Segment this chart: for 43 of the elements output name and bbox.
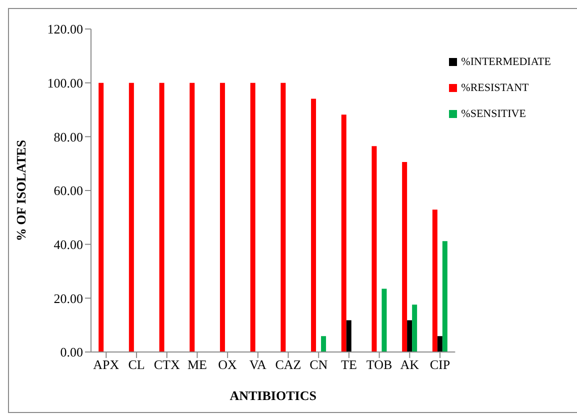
y-tick-label: 100.00 bbox=[47, 75, 83, 90]
bar bbox=[220, 82, 225, 352]
bar bbox=[321, 336, 326, 352]
x-tick-label: CN bbox=[310, 357, 328, 372]
bar bbox=[407, 320, 412, 352]
x-tick-label: TOB bbox=[366, 357, 393, 372]
bar bbox=[98, 82, 104, 352]
x-tick-label: ME bbox=[187, 357, 208, 372]
bar bbox=[159, 82, 164, 352]
bar bbox=[412, 304, 418, 352]
x-tick-label: APX bbox=[93, 357, 120, 372]
x-tick-label: CTX bbox=[154, 357, 180, 372]
x-tick-label: TE bbox=[341, 357, 357, 372]
legend-label: %RESISTANT bbox=[461, 82, 529, 94]
y-tick-label: 120.00 bbox=[47, 22, 83, 37]
bar bbox=[372, 146, 377, 352]
bar bbox=[402, 162, 408, 352]
bar bbox=[128, 82, 134, 352]
bar bbox=[311, 98, 316, 352]
x-tick-label: VA bbox=[249, 357, 268, 372]
y-tick-label: 40.00 bbox=[54, 236, 83, 252]
bar bbox=[250, 82, 256, 352]
x-tick-label: CAZ bbox=[275, 357, 302, 372]
bar bbox=[382, 288, 387, 352]
x-axis-title: ANTIBIOTICS bbox=[230, 388, 316, 403]
x-tick-label: OX bbox=[218, 357, 238, 372]
y-tick-label: 80.00 bbox=[54, 129, 83, 144]
bar bbox=[190, 82, 195, 352]
legend-label: %INTERMEDIATE bbox=[461, 56, 551, 68]
x-tick-label: CIP bbox=[430, 357, 450, 372]
y-tick-label: 20.00 bbox=[54, 290, 83, 306]
bar bbox=[341, 114, 346, 352]
bar bbox=[437, 336, 442, 352]
bar bbox=[442, 241, 448, 352]
x-tick-label: AK bbox=[400, 357, 420, 372]
y-axis-title: % OF ISOLATES bbox=[14, 140, 29, 242]
bar bbox=[280, 82, 286, 352]
y-tick-label: 60.00 bbox=[54, 183, 83, 198]
y-tick-label: 0.00 bbox=[60, 344, 83, 360]
bar bbox=[432, 210, 438, 352]
legend-label: %SENSITIVE bbox=[461, 108, 526, 120]
x-tick-label: CL bbox=[128, 357, 145, 372]
bar bbox=[346, 320, 352, 352]
